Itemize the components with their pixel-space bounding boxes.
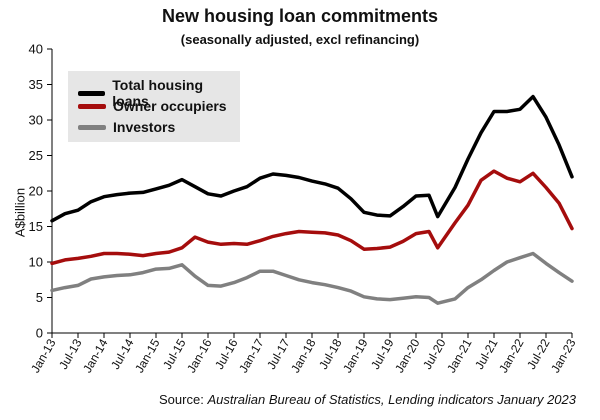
legend-label-total: Total housing loans <box>112 77 203 109</box>
chart-legend: Total housing loans Owner occupiers Inve… <box>68 71 240 142</box>
x-tick-label: Jan-22 <box>496 336 527 375</box>
source-text: Australian Bureau of Statistics, Lending… <box>207 392 576 407</box>
y-tick-label: 20 <box>29 184 43 199</box>
series-line-total <box>50 94 574 223</box>
x-tick-label: Jan-20 <box>392 336 423 375</box>
x-tick-label: Jan-14 <box>80 336 111 375</box>
legend-label-investors: Investors <box>113 119 176 135</box>
x-tick-label: Jan-23 <box>548 336 579 375</box>
chart-title: New housing loan commitments <box>161 6 439 26</box>
x-tick-label: Jan-17 <box>236 336 267 375</box>
y-tick-label: 30 <box>29 113 43 128</box>
y-tick-label: 5 <box>36 290 43 305</box>
y-tick-label: 40 <box>29 42 43 57</box>
x-tick-label: Jan-19 <box>340 336 371 375</box>
chart-subtitle: (seasonally adjusted, excl refinancing) <box>180 32 420 47</box>
y-tick-label: 15 <box>29 219 43 234</box>
legend-entry-owner: Owner occupiers <box>78 98 227 114</box>
series-line-owner-occupiers <box>50 169 574 266</box>
y-tick-label: 25 <box>29 148 43 163</box>
legend-entry-investors: Investors <box>78 119 175 135</box>
x-tick-label: Jan-15 <box>132 336 163 375</box>
legend-swatch-total <box>78 90 106 96</box>
source-prefix: Source: <box>159 392 208 407</box>
legend-entry-total: Total housing loans <box>78 77 240 109</box>
series-line-investors <box>50 251 574 305</box>
source-note: Source: Australian Bureau of Statistics,… <box>159 392 576 407</box>
y-tick-label: 0 <box>36 326 43 341</box>
legend-swatch-investors <box>78 124 106 130</box>
legend-swatch-owner <box>78 103 106 109</box>
x-tick-label: Jan-16 <box>184 336 215 375</box>
x-tick-label: Jan-13 <box>28 336 59 375</box>
y-tick-label: 10 <box>29 255 43 270</box>
x-tick-label: Jan-18 <box>288 336 319 375</box>
legend-label-owner: Owner occupiers <box>113 98 227 114</box>
x-tick-label: Jan-21 <box>444 336 475 375</box>
y-tick-label: 35 <box>29 77 43 92</box>
